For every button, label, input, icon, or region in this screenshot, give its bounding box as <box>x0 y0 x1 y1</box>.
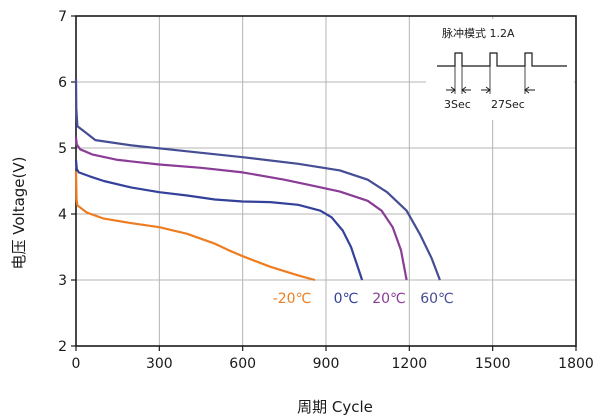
y-tick-label: 6 <box>58 75 67 91</box>
pulse-mode-inset: 脉冲模式 1.2A 3Sec 27Sec <box>426 19 574 120</box>
arrow-3sec-left <box>446 86 456 94</box>
series-label-1: -20℃ <box>273 291 312 307</box>
y-tick-label: 7 <box>58 9 67 25</box>
x-tick-label: 1800 <box>558 356 594 372</box>
x-tick-label: 300 <box>146 356 173 372</box>
y-tick-label: 4 <box>58 207 67 223</box>
series-line-2 <box>74 159 364 281</box>
series-line-4 <box>74 78 441 281</box>
pulse-waveform <box>437 52 567 67</box>
x-axis: 0 300 600 900 1200 1500 1800 <box>72 346 594 372</box>
series-label-2: 0℃ <box>334 291 359 307</box>
series-label-4: 60℃ <box>420 291 454 307</box>
series-group <box>74 78 441 282</box>
y-axis-label: 电压 Voltage(V) <box>10 157 28 270</box>
label-27sec: 27Sec <box>491 98 525 111</box>
y-tick-label: 5 <box>58 141 67 157</box>
series-line-1 <box>74 171 316 282</box>
arrow-27sec-left <box>481 86 491 94</box>
inset-title: 脉冲模式 1.2A <box>442 26 515 40</box>
x-tick-label: 1200 <box>392 356 428 372</box>
x-tick-label: 900 <box>313 356 340 372</box>
label-3sec: 3Sec <box>444 98 471 111</box>
x-tick-label: 600 <box>229 356 256 372</box>
series-labels: -20℃ 0℃ 20℃ 60℃ <box>273 291 454 307</box>
y-tick-label: 3 <box>58 273 67 289</box>
x-tick-label: 0 <box>72 356 81 372</box>
y-tick-label: 2 <box>58 339 67 355</box>
series-line-3 <box>74 137 408 281</box>
series-label-3: 20℃ <box>372 291 406 307</box>
arrow-27sec-right <box>524 86 535 94</box>
x-axis-label: 周期 Cycle <box>297 398 373 416</box>
x-tick-label: 1500 <box>475 356 511 372</box>
y-axis: 2 3 4 5 6 7 <box>58 9 76 355</box>
arrow-3sec-right <box>461 86 471 94</box>
